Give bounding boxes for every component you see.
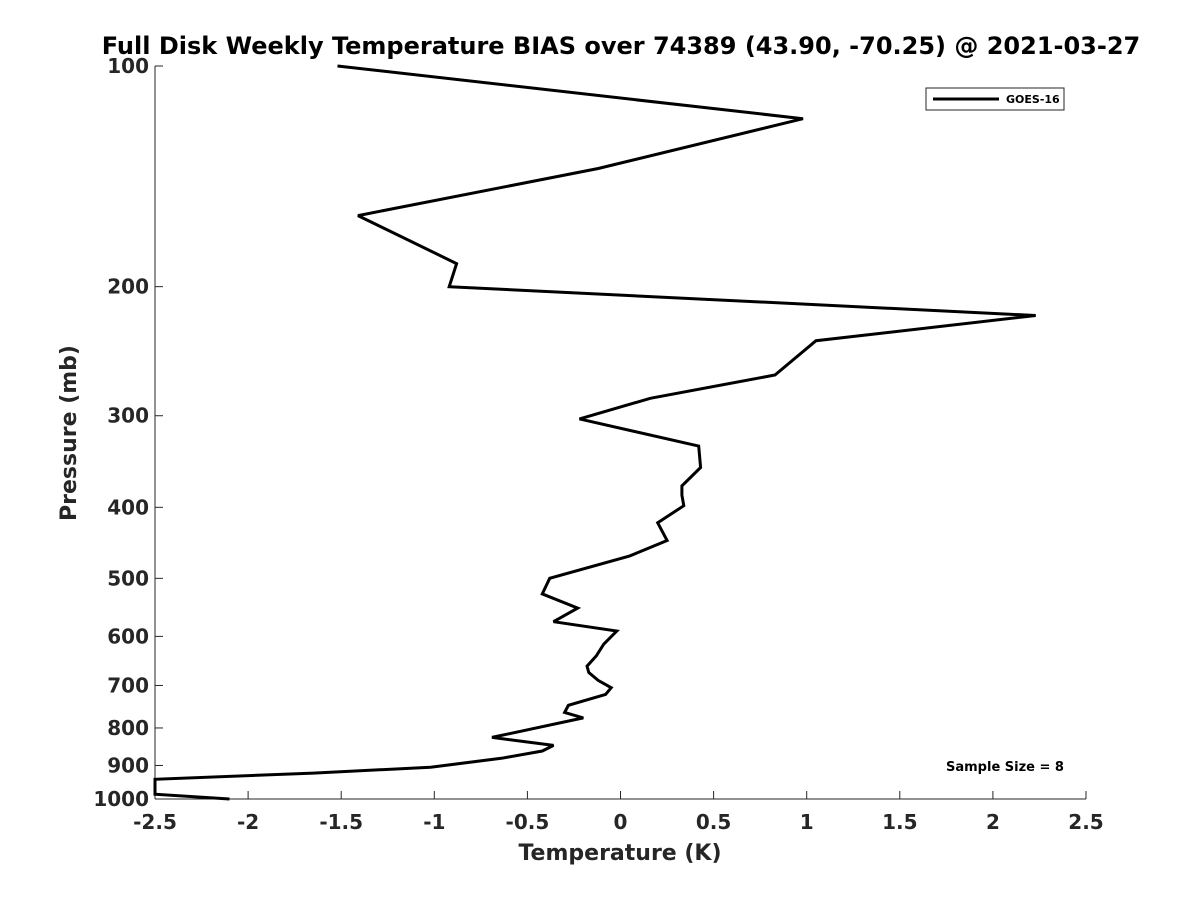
- x-tick-label: -2.5: [133, 810, 177, 834]
- y-tick-label: 700: [107, 673, 149, 697]
- y-tick-label: 500: [107, 566, 149, 590]
- sample-size-annotation: Sample Size = 8: [946, 760, 1064, 775]
- y-tick-label: 100: [107, 54, 149, 78]
- y-tick-label: 1000: [93, 787, 149, 811]
- x-axis-label: Temperature (K): [518, 841, 721, 866]
- x-tick-label: -0.5: [506, 810, 550, 834]
- y-ticks: 100 200 300 400 500 600 700 800 900 1000: [93, 54, 163, 811]
- y-tick-label: 900: [107, 753, 149, 777]
- legend: GOES-16: [925, 87, 1065, 111]
- y-tick-label: 600: [107, 624, 149, 648]
- x-tick-label: -1: [423, 810, 445, 834]
- x-tick-label: 0.5: [696, 810, 731, 834]
- x-tick-label: 1.5: [882, 810, 917, 834]
- x-ticks: -2.5 -2 -1.5 -1 -0.5 0 0.5 1 1.5 2 2.5: [133, 791, 1104, 834]
- chart-title: Full Disk Weekly Temperature BIAS over 7…: [102, 32, 1141, 60]
- x-tick-label: -1.5: [319, 810, 363, 834]
- y-tick-label: 200: [107, 275, 149, 299]
- x-tick-label: 2: [986, 810, 1000, 834]
- y-tick-label: 300: [107, 404, 149, 428]
- x-tick-label: 0: [614, 810, 628, 834]
- y-tick-label: 400: [107, 495, 149, 519]
- y-tick-label: 800: [107, 716, 149, 740]
- axes: [154, 66, 1086, 800]
- x-tick-label: -2: [237, 810, 259, 834]
- x-tick-label: 1: [800, 810, 814, 834]
- x-tick-label: 2.5: [1068, 810, 1103, 834]
- series-layer: [153, 64, 1036, 801]
- legend-label-goes-16: GOES-16: [1006, 93, 1060, 106]
- series-line-goes-16: [153, 64, 1036, 801]
- y-axis-label: Pressure (mb): [57, 345, 82, 521]
